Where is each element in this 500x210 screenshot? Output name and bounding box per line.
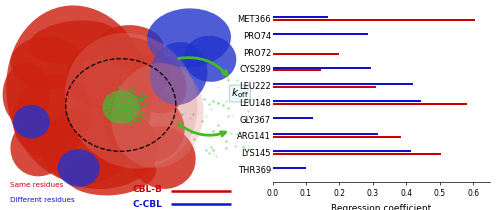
X-axis label: Regression coefficient: Regression coefficient [331, 204, 432, 210]
Text: Same residues: Same residues [10, 182, 64, 188]
Text: C-CBL: C-CBL [133, 200, 163, 209]
Text: CBL-B: CBL-B [133, 185, 163, 194]
Ellipse shape [66, 36, 170, 111]
Text: Different residues: Different residues [10, 197, 75, 203]
Ellipse shape [128, 55, 187, 113]
Ellipse shape [102, 90, 139, 124]
FancyArrowPatch shape [178, 58, 227, 75]
Ellipse shape [147, 8, 231, 67]
Ellipse shape [6, 5, 152, 184]
Ellipse shape [104, 90, 184, 162]
Ellipse shape [65, 33, 198, 169]
Bar [272, 69, 321, 71]
Ellipse shape [2, 63, 50, 126]
Text: $k_{\rm off}$: $k_{\rm off}$ [231, 87, 248, 100]
Bar [272, 19, 475, 21]
Ellipse shape [130, 126, 196, 189]
Ellipse shape [40, 105, 159, 189]
Bar [272, 86, 376, 88]
Bar [272, 103, 466, 105]
Ellipse shape [64, 149, 156, 196]
Bar [272, 33, 368, 35]
Ellipse shape [58, 149, 100, 187]
Ellipse shape [184, 36, 236, 82]
Bar [272, 133, 378, 135]
Bar [272, 100, 422, 102]
Bar [272, 136, 402, 138]
Ellipse shape [112, 63, 204, 168]
Ellipse shape [10, 118, 68, 176]
Bar [272, 150, 411, 152]
Bar [272, 153, 442, 155]
Ellipse shape [12, 74, 92, 157]
Bar [272, 83, 413, 85]
Bar [272, 67, 371, 68]
FancyArrowPatch shape [178, 123, 226, 136]
Bar [272, 167, 306, 169]
Bar [272, 53, 340, 55]
Bar [272, 117, 312, 119]
Bar [272, 16, 328, 18]
Ellipse shape [13, 105, 50, 139]
Ellipse shape [10, 37, 84, 89]
Ellipse shape [150, 42, 208, 105]
Ellipse shape [28, 20, 119, 64]
Ellipse shape [98, 25, 164, 67]
